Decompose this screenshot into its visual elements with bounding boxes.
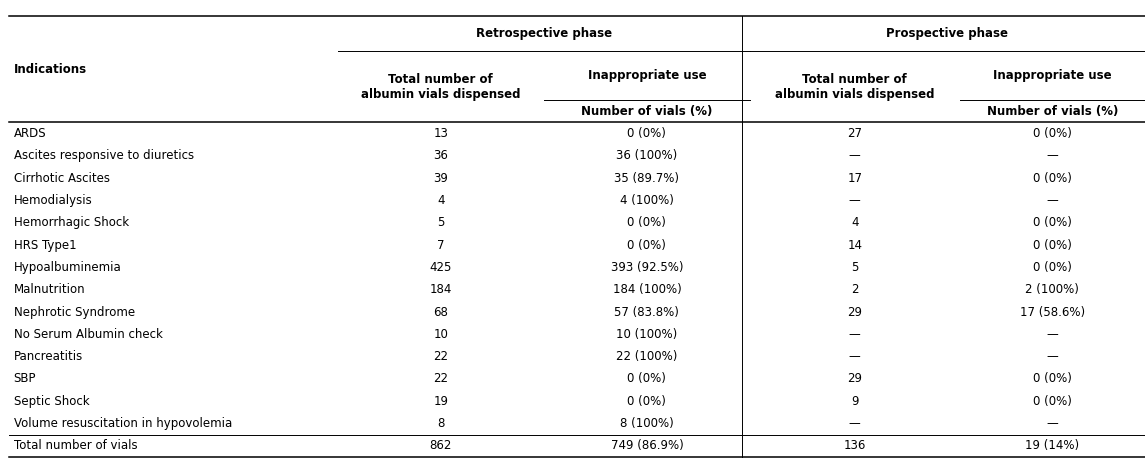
Text: 27: 27 bbox=[847, 127, 862, 140]
Text: 4 (100%): 4 (100%) bbox=[619, 194, 674, 207]
Text: 0 (0%): 0 (0%) bbox=[627, 239, 666, 252]
Text: 0 (0%): 0 (0%) bbox=[1033, 372, 1072, 385]
Text: 749 (86.9%): 749 (86.9%) bbox=[610, 439, 684, 452]
Text: Volume resuscitation in hypovolemia: Volume resuscitation in hypovolemia bbox=[14, 417, 232, 430]
Text: Indications: Indications bbox=[14, 63, 87, 76]
Text: 10 (100%): 10 (100%) bbox=[616, 328, 678, 341]
Text: 0 (0%): 0 (0%) bbox=[1033, 216, 1072, 229]
Text: 68: 68 bbox=[434, 306, 448, 319]
Text: 4: 4 bbox=[851, 216, 859, 229]
Text: 136: 136 bbox=[844, 439, 866, 452]
Text: Inappropriate use: Inappropriate use bbox=[993, 69, 1112, 82]
Text: No Serum Albumin check: No Serum Albumin check bbox=[14, 328, 163, 341]
Text: 5: 5 bbox=[437, 216, 444, 229]
Text: 184 (100%): 184 (100%) bbox=[613, 283, 681, 296]
Text: 0 (0%): 0 (0%) bbox=[1033, 395, 1072, 408]
Text: Pancreatitis: Pancreatitis bbox=[14, 350, 82, 363]
Text: HRS Type1: HRS Type1 bbox=[14, 239, 77, 252]
Text: Retrospective phase: Retrospective phase bbox=[476, 27, 611, 40]
Text: —: — bbox=[1047, 194, 1058, 207]
Text: —: — bbox=[1047, 350, 1058, 363]
Text: 7: 7 bbox=[437, 239, 444, 252]
Text: 39: 39 bbox=[434, 172, 448, 185]
Text: —: — bbox=[1047, 149, 1058, 162]
Text: 0 (0%): 0 (0%) bbox=[1033, 261, 1072, 274]
Text: 0 (0%): 0 (0%) bbox=[1033, 127, 1072, 140]
Text: 22: 22 bbox=[433, 372, 449, 385]
Text: SBP: SBP bbox=[14, 372, 37, 385]
Text: Hypoalbuminemia: Hypoalbuminemia bbox=[14, 261, 121, 274]
Text: Number of vials (%): Number of vials (%) bbox=[987, 105, 1118, 118]
Text: Hemorrhagic Shock: Hemorrhagic Shock bbox=[14, 216, 129, 229]
Text: 0 (0%): 0 (0%) bbox=[627, 127, 666, 140]
Text: 5: 5 bbox=[851, 261, 859, 274]
Text: Total number of vials: Total number of vials bbox=[14, 439, 137, 452]
Text: 9: 9 bbox=[851, 395, 859, 408]
Text: 36 (100%): 36 (100%) bbox=[616, 149, 678, 162]
Text: 393 (92.5%): 393 (92.5%) bbox=[610, 261, 684, 274]
Text: 425: 425 bbox=[429, 261, 452, 274]
Text: 10: 10 bbox=[434, 328, 448, 341]
Text: 0 (0%): 0 (0%) bbox=[1033, 239, 1072, 252]
Text: —: — bbox=[1047, 328, 1058, 341]
Text: —: — bbox=[848, 350, 861, 363]
Text: —: — bbox=[1047, 417, 1058, 430]
Text: Inappropriate use: Inappropriate use bbox=[587, 69, 706, 82]
Text: 14: 14 bbox=[847, 239, 862, 252]
Text: 0 (0%): 0 (0%) bbox=[1033, 172, 1072, 185]
Text: Prospective phase: Prospective phase bbox=[886, 27, 1009, 40]
Text: —: — bbox=[848, 149, 861, 162]
Text: 19 (14%): 19 (14%) bbox=[1025, 439, 1080, 452]
Text: Nephrotic Syndrome: Nephrotic Syndrome bbox=[14, 306, 135, 319]
Text: Septic Shock: Septic Shock bbox=[14, 395, 89, 408]
Text: —: — bbox=[848, 328, 861, 341]
Text: 19: 19 bbox=[433, 395, 449, 408]
Text: 862: 862 bbox=[429, 439, 452, 452]
Text: 4: 4 bbox=[437, 194, 444, 207]
Text: Total number of
albumin vials dispensed: Total number of albumin vials dispensed bbox=[775, 73, 934, 101]
Text: 0 (0%): 0 (0%) bbox=[627, 216, 666, 229]
Text: 0 (0%): 0 (0%) bbox=[627, 395, 666, 408]
Text: 17: 17 bbox=[847, 172, 862, 185]
Text: 57 (83.8%): 57 (83.8%) bbox=[615, 306, 679, 319]
Text: 29: 29 bbox=[847, 306, 862, 319]
Text: Cirrhotic Ascites: Cirrhotic Ascites bbox=[14, 172, 110, 185]
Text: Number of vials (%): Number of vials (%) bbox=[582, 105, 712, 118]
Text: Hemodialysis: Hemodialysis bbox=[14, 194, 93, 207]
Text: 22 (100%): 22 (100%) bbox=[616, 350, 678, 363]
Text: Ascites responsive to diuretics: Ascites responsive to diuretics bbox=[14, 149, 194, 162]
Text: Malnutrition: Malnutrition bbox=[14, 283, 86, 296]
Text: 8: 8 bbox=[437, 417, 444, 430]
Text: 8 (100%): 8 (100%) bbox=[621, 417, 673, 430]
Text: —: — bbox=[848, 417, 861, 430]
Text: ARDS: ARDS bbox=[14, 127, 46, 140]
Text: 184: 184 bbox=[429, 283, 452, 296]
Text: 35 (89.7%): 35 (89.7%) bbox=[615, 172, 679, 185]
Text: 2: 2 bbox=[851, 283, 859, 296]
Text: —: — bbox=[848, 194, 861, 207]
Text: 22: 22 bbox=[433, 350, 449, 363]
Text: Total number of
albumin vials dispensed: Total number of albumin vials dispensed bbox=[361, 73, 521, 101]
Text: 36: 36 bbox=[434, 149, 448, 162]
Text: 29: 29 bbox=[847, 372, 862, 385]
Text: 17 (58.6%): 17 (58.6%) bbox=[1020, 306, 1084, 319]
Text: 13: 13 bbox=[434, 127, 448, 140]
Text: 2 (100%): 2 (100%) bbox=[1025, 283, 1080, 296]
Text: 0 (0%): 0 (0%) bbox=[627, 372, 666, 385]
